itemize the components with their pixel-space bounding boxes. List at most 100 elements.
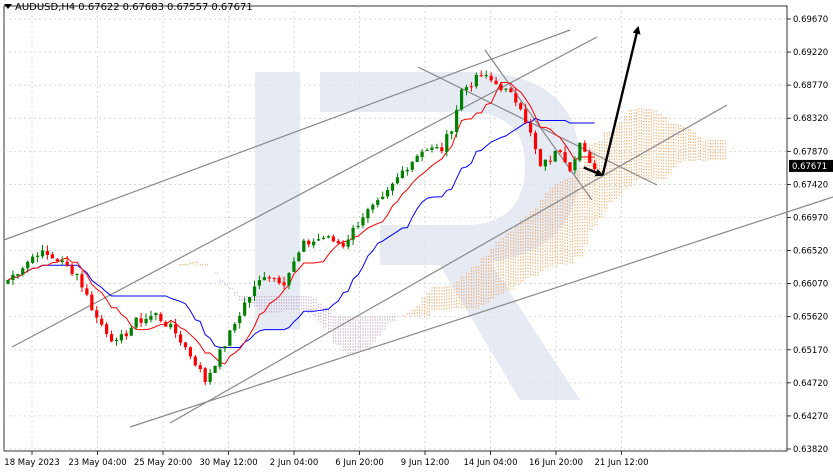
candle-body	[213, 365, 217, 373]
watermark-logo	[255, 72, 580, 400]
candle	[50, 251, 54, 259]
candle-body	[430, 147, 434, 151]
candle	[233, 322, 237, 333]
candle	[346, 234, 350, 250]
candle-body	[504, 88, 508, 90]
candle-body	[440, 147, 444, 152]
candle	[410, 161, 414, 173]
candle-body	[297, 252, 301, 262]
candle	[474, 72, 478, 89]
candle-body	[469, 86, 474, 88]
candle	[430, 144, 434, 153]
candle	[105, 322, 109, 338]
candle-body	[361, 217, 365, 226]
time-tick-label: 23 May 04:00	[68, 458, 126, 468]
candle-body	[80, 274, 84, 288]
candle-body	[499, 84, 503, 90]
candle	[514, 87, 518, 107]
candle-body	[455, 109, 459, 132]
candle-body	[55, 259, 59, 262]
candle-body	[346, 239, 350, 247]
candle-body	[410, 161, 414, 170]
candle	[183, 342, 188, 350]
candle	[326, 235, 331, 239]
candle	[366, 207, 370, 223]
candle-body	[124, 333, 128, 337]
candle-body	[252, 286, 257, 296]
candle-body	[292, 261, 296, 272]
candle	[95, 306, 99, 324]
candle-body	[70, 265, 74, 275]
candle-body	[208, 372, 212, 382]
candle	[134, 316, 138, 330]
candle	[376, 197, 380, 208]
candle	[100, 315, 104, 327]
candle	[208, 368, 212, 385]
candle-body	[464, 87, 469, 90]
candle	[435, 143, 439, 149]
dropdown-triangle-icon[interactable]	[4, 4, 12, 9]
candle-body	[484, 75, 488, 77]
candle	[193, 354, 197, 367]
candle	[60, 256, 64, 266]
candle	[277, 275, 281, 285]
candle	[114, 337, 119, 346]
trend-line	[129, 196, 833, 428]
candle	[469, 82, 474, 92]
candle	[440, 142, 444, 154]
candle	[548, 155, 552, 165]
candle-body	[35, 255, 40, 257]
trend-line	[169, 104, 728, 424]
candle-body	[218, 349, 222, 367]
candle-body	[65, 261, 69, 266]
candle-body	[282, 282, 286, 286]
candle	[65, 255, 69, 267]
candle-body	[272, 277, 276, 279]
time-axis: 18 May 2023 23 May 04:00 25 May 20:00 30 Ma…	[4, 451, 649, 468]
candle	[178, 330, 183, 346]
candle-body	[193, 356, 197, 366]
time-tick-label: 14 Jun 04:00	[464, 458, 518, 468]
candle	[578, 142, 582, 162]
candle	[247, 296, 252, 308]
price-tick-label: 0.64720	[793, 379, 828, 389]
candle-body	[336, 240, 340, 244]
candle-body	[223, 346, 227, 349]
candle-body	[573, 159, 577, 171]
candle-body	[228, 330, 232, 346]
candle-body	[395, 177, 400, 184]
candle	[203, 366, 207, 386]
candle	[425, 148, 429, 152]
pullback-arrow-icon	[583, 166, 604, 177]
candle-body	[316, 239, 321, 241]
symbol-label: AUDUSD,H4	[15, 2, 76, 13]
symbol-header[interactable]: AUDUSD,H4 0.67622 0.67683 0.67557 0.67671	[4, 2, 256, 13]
candle-body	[593, 163, 597, 170]
trend-line	[417, 66, 658, 186]
candle	[386, 187, 390, 199]
candle	[169, 321, 173, 330]
forecast-arrows	[583, 25, 641, 177]
candle-body	[154, 312, 158, 316]
candle-body	[114, 340, 119, 342]
candle	[568, 162, 572, 173]
candle-body	[183, 342, 188, 348]
candle-body	[85, 288, 89, 295]
candle-body	[400, 170, 404, 178]
candle	[124, 330, 128, 340]
price-tick-label: 0.68770	[793, 81, 828, 91]
candle	[563, 146, 567, 163]
candle-body	[558, 150, 562, 153]
candle-body	[321, 237, 326, 240]
candle	[321, 235, 326, 240]
candle	[129, 325, 133, 337]
candle	[307, 239, 311, 248]
price-tick-label: 0.66070	[793, 280, 828, 290]
candle	[198, 362, 202, 373]
candle-body	[459, 89, 464, 110]
candle	[55, 257, 59, 263]
candle-body	[553, 150, 557, 162]
candle-body	[159, 313, 163, 322]
candle	[395, 173, 400, 185]
candle	[40, 244, 45, 259]
